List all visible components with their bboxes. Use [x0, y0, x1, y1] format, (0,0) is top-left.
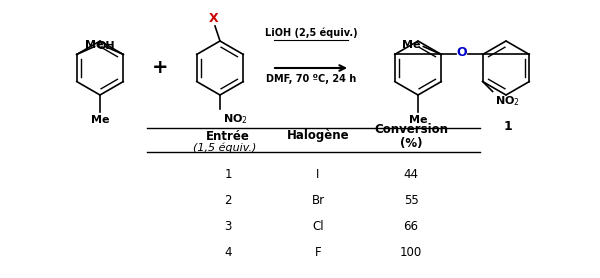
- Text: LiOH (2,5 équiv.): LiOH (2,5 équiv.): [265, 28, 358, 38]
- Text: +: +: [152, 58, 168, 78]
- Text: O: O: [457, 46, 467, 59]
- Text: 55: 55: [404, 195, 418, 207]
- Text: Halogène: Halogène: [287, 130, 349, 143]
- Text: Me: Me: [409, 115, 427, 125]
- Text: Me: Me: [91, 115, 109, 125]
- Text: (1,5 équiv.): (1,5 équiv.): [193, 143, 257, 153]
- Text: 4: 4: [224, 247, 232, 259]
- Text: 3: 3: [224, 220, 232, 234]
- Text: Entrée: Entrée: [206, 130, 250, 143]
- Text: 1: 1: [503, 120, 512, 133]
- Text: 2: 2: [224, 195, 232, 207]
- Text: Cl: Cl: [312, 220, 324, 234]
- Text: Me: Me: [402, 41, 421, 51]
- Text: X: X: [209, 13, 219, 26]
- Text: Conversion: Conversion: [374, 123, 448, 136]
- Text: 100: 100: [400, 247, 422, 259]
- Text: F: F: [314, 247, 322, 259]
- Text: Br: Br: [311, 195, 325, 207]
- Text: DMF, 70 ºC, 24 h: DMF, 70 ºC, 24 h: [266, 74, 356, 84]
- Text: NO$_2$: NO$_2$: [494, 95, 520, 108]
- Text: NO$_2$: NO$_2$: [223, 112, 248, 126]
- Text: (%): (%): [400, 138, 422, 150]
- Text: 66: 66: [404, 220, 419, 234]
- Text: Me: Me: [85, 41, 103, 51]
- Text: 44: 44: [404, 168, 419, 182]
- Text: 1: 1: [224, 168, 232, 182]
- Text: I: I: [316, 168, 320, 182]
- Text: OH: OH: [97, 41, 115, 51]
